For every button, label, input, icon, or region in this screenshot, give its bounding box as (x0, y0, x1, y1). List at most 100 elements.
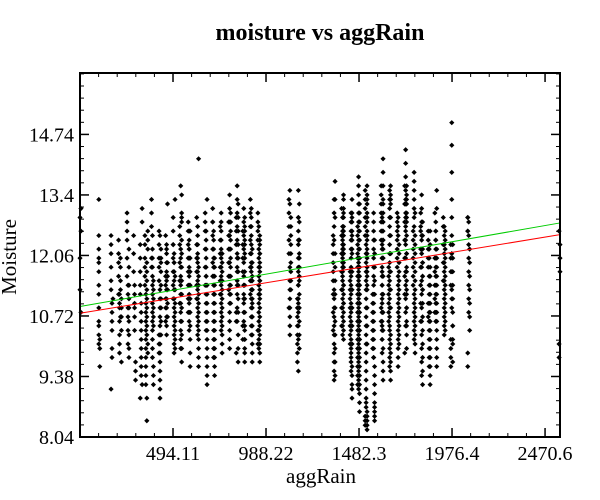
data-point (219, 323, 225, 329)
data-point (116, 291, 123, 297)
data-point (108, 287, 114, 293)
data-point (340, 246, 347, 252)
data-point (109, 327, 115, 334)
data-point (371, 327, 377, 334)
data-point (143, 382, 149, 388)
data-point (403, 278, 410, 284)
data-point (371, 404, 378, 410)
data-point (364, 418, 370, 424)
data-point (411, 336, 417, 343)
data-point (242, 269, 248, 275)
data-point (257, 291, 263, 297)
data-point (195, 223, 201, 230)
data-point (149, 345, 156, 352)
data-point (427, 264, 433, 270)
data-point (379, 269, 385, 275)
data-point (158, 318, 164, 324)
data-point (179, 264, 185, 270)
data-point (410, 255, 416, 261)
data-point (203, 246, 209, 252)
fit-lines (79, 222, 561, 314)
data-point (158, 305, 164, 311)
data-point (371, 278, 378, 284)
data-point (186, 300, 192, 306)
data-point (371, 264, 378, 270)
data-point (150, 372, 157, 379)
data-point (204, 309, 210, 315)
y-axis-label: Moisture (0, 219, 21, 295)
data-point (356, 309, 363, 315)
data-point (434, 205, 440, 212)
data-point (364, 341, 370, 347)
data-point (241, 318, 247, 324)
data-point (403, 183, 410, 189)
data-point (419, 345, 425, 352)
data-point (380, 196, 386, 203)
data-point (126, 318, 132, 324)
data-point (412, 251, 418, 257)
data-point (96, 291, 102, 297)
data-point (403, 174, 409, 180)
data-point (465, 350, 471, 356)
data-point (157, 287, 163, 293)
data-point (349, 246, 355, 252)
data-point (419, 205, 425, 212)
data-point (202, 210, 208, 216)
data-point (210, 232, 216, 239)
data-point (227, 219, 234, 225)
data-point (363, 404, 369, 410)
data-point (171, 350, 177, 356)
data-point (218, 255, 224, 261)
data-point (227, 336, 233, 343)
data-point (117, 255, 124, 261)
data-point (348, 309, 354, 315)
data-point (234, 237, 240, 243)
data-point (371, 391, 378, 397)
data-point (442, 300, 448, 306)
data-point (249, 332, 255, 338)
data-point (296, 291, 302, 297)
data-point (442, 237, 448, 243)
data-point (218, 210, 224, 216)
data-point (138, 363, 144, 370)
data-point (295, 269, 301, 275)
data-point (403, 228, 409, 234)
data-point (387, 205, 393, 212)
data-point (227, 273, 234, 279)
data-point (441, 323, 447, 329)
data-point (442, 327, 448, 334)
data-point (204, 382, 210, 388)
data-point (330, 309, 336, 315)
data-point (364, 282, 370, 288)
data-point (242, 359, 248, 365)
data-point (427, 300, 433, 306)
data-point (157, 386, 163, 392)
data-point (218, 264, 224, 270)
data-point (387, 251, 394, 257)
data-point (411, 291, 417, 297)
data-point (349, 232, 355, 239)
data-point (364, 273, 370, 279)
data-point (156, 264, 162, 270)
data-point (138, 327, 144, 334)
data-point (395, 354, 401, 361)
data-point (440, 214, 446, 221)
data-point (203, 228, 209, 234)
data-point (203, 273, 209, 279)
data-point (126, 345, 132, 352)
data-point (395, 291, 401, 297)
data-point (426, 255, 432, 261)
data-point (363, 242, 369, 248)
data-point (380, 237, 386, 243)
data-point (158, 332, 164, 338)
data-point (97, 345, 103, 352)
data-point (364, 201, 370, 207)
data-point (348, 273, 354, 279)
data-point (412, 278, 418, 284)
data-point (131, 314, 138, 320)
data-point (108, 242, 114, 248)
data-point (412, 287, 418, 293)
data-point (138, 372, 144, 379)
data-point (164, 300, 171, 306)
data-point (355, 183, 362, 189)
